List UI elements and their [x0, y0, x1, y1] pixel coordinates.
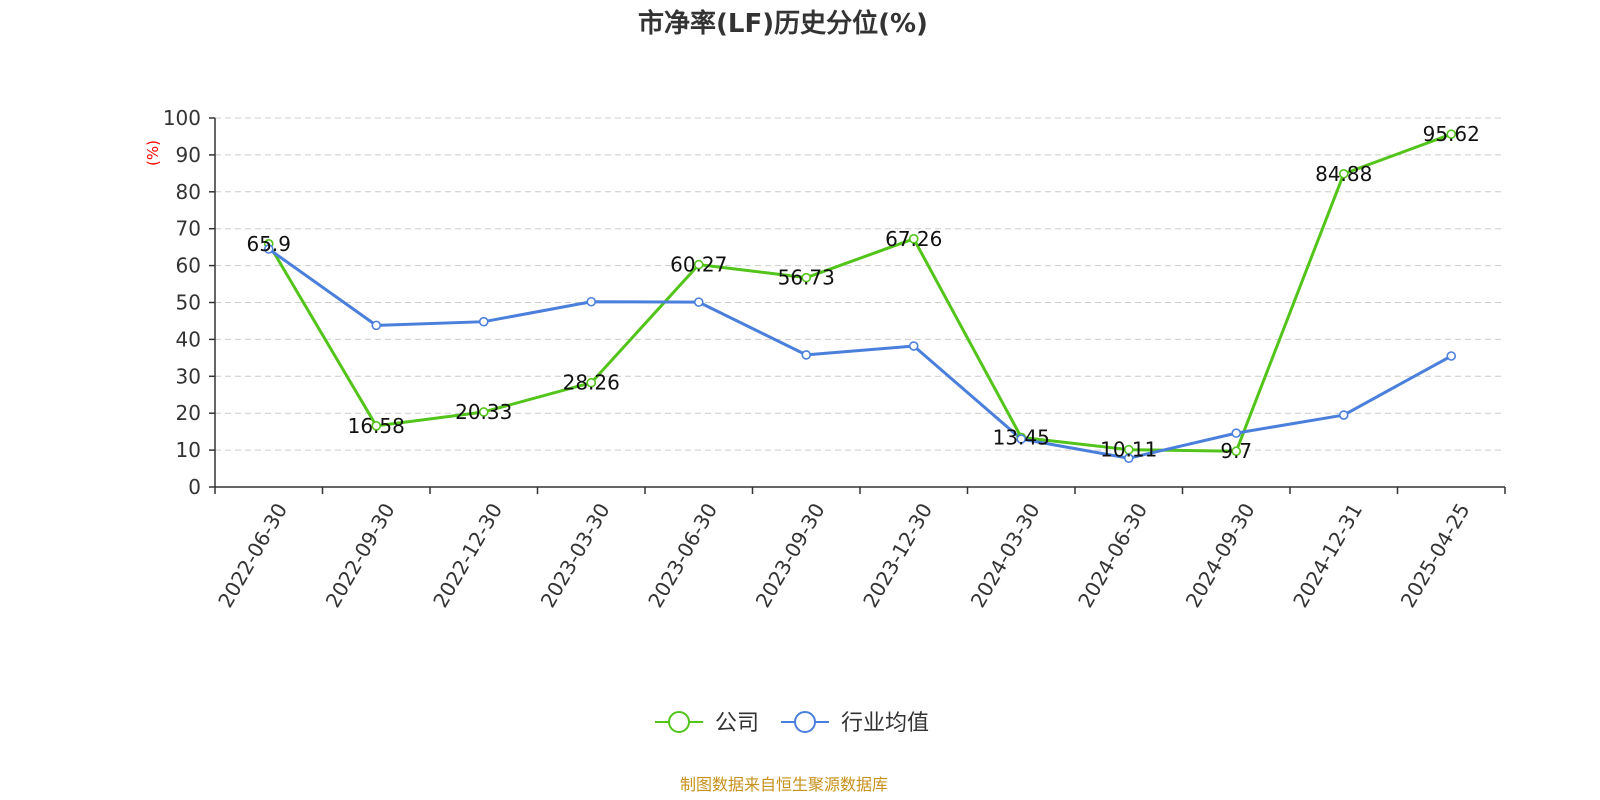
x-tick-label: 2023-12-30 [858, 499, 937, 612]
data-point-0 [1338, 168, 1349, 179]
x-axis-ticks: 2022-06-30 2022-09-30 2022-12-30 2023-03-30… [213, 487, 1506, 612]
data-point-1 [1446, 351, 1457, 361]
legend-marker [668, 711, 690, 733]
y-tick-label: 70 [176, 217, 201, 241]
x-tick-label: 2022-09-30 [321, 499, 400, 612]
y-tick-label: 90 [176, 143, 201, 167]
data-label: 65.9 [246, 232, 291, 256]
data-label: 13.45 [993, 425, 1050, 449]
data-point-1 [586, 296, 597, 307]
x-tick-label: 2023-09-30 [751, 499, 830, 612]
y-tick-label: 50 [176, 291, 201, 315]
x-tick-label: 2022-06-30 [213, 499, 292, 612]
data-point-1 [1016, 434, 1027, 444]
data-point-0 [801, 272, 812, 283]
chart-title: 市净率(LF)历史分位(%) [638, 8, 928, 39]
x-tick-label: 2024-06-30 [1073, 499, 1152, 612]
data-label: 28.26 [563, 371, 620, 395]
y-axis-unit-label: (%) [144, 140, 162, 166]
series-line-0 [267, 132, 1452, 453]
data-point-1 [1231, 428, 1242, 438]
data-point-0 [908, 234, 919, 244]
y-tick-label: 30 [176, 364, 201, 388]
data-label: 95.62 [1423, 122, 1480, 146]
data-label: 20.33 [455, 400, 512, 424]
y-tick-label: 10 [176, 438, 201, 462]
series-line-1 [267, 247, 1452, 460]
x-tick-label: 2024-12-31 [1288, 499, 1367, 612]
data-point-0 [1446, 129, 1457, 139]
data-point-0 [1231, 446, 1242, 457]
x-tick-label: 2023-06-30 [643, 499, 722, 612]
data-point-0 [693, 259, 704, 270]
x-tick-label: 2022-12-30 [428, 499, 507, 612]
y-tick-label: 40 [176, 327, 201, 351]
legend-label: 公司 [715, 711, 759, 736]
data-point-0 [586, 377, 597, 388]
x-tick-label: 2025-04-25 [1396, 499, 1475, 612]
data-label: 9.7 [1220, 439, 1252, 463]
data-label: 10.11 [1100, 438, 1157, 462]
legend-marker [794, 711, 816, 733]
data-point-0 [371, 421, 382, 431]
data-point-1 [478, 316, 489, 327]
data-label: 60.27 [670, 253, 727, 277]
y-tick-label: 20 [176, 401, 201, 425]
legend: 公司 行业均值 [655, 711, 929, 736]
y-tick-label: 100 [163, 106, 201, 130]
data-point-1 [908, 341, 919, 351]
data-point-0 [478, 407, 489, 417]
legend-label: 行业均值 [841, 711, 929, 736]
data-point-1 [1338, 410, 1349, 420]
data-labels: 65.9 16.58 20.33 28.26 60.27 56.73 67.26 13.45 1… [246, 122, 1479, 463]
x-tick-label: 2024-09-30 [1181, 499, 1260, 612]
data-point-1 [1123, 453, 1134, 464]
source-note: 制图数据来自恒生聚源数据库 [680, 775, 888, 794]
x-tick-label: 2023-03-30 [536, 499, 615, 612]
data-point-1 [371, 320, 382, 331]
data-point-1 [801, 350, 812, 360]
y-axis-ticks: 0 10 20 30 40 50 60 70 80 90 100 [163, 106, 215, 499]
data-point-1 [263, 244, 274, 254]
data-label: 84.88 [1315, 162, 1372, 186]
y-tick-label: 80 [176, 180, 201, 204]
y-tick-label: 0 [188, 475, 201, 499]
data-point-1 [693, 297, 704, 307]
data-label: 56.73 [778, 266, 835, 290]
y-tick-label: 60 [176, 254, 201, 278]
x-tick-label: 2024-03-30 [966, 499, 1045, 612]
data-label: 67.26 [885, 227, 942, 251]
grid-lines [215, 117, 1505, 451]
data-label: 16.58 [348, 414, 405, 438]
series-layer [263, 129, 1457, 464]
